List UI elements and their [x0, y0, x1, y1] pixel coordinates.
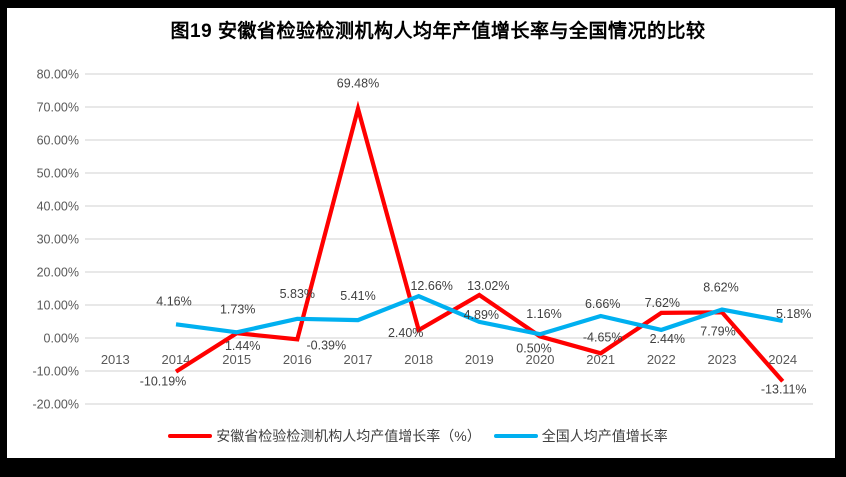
national-legend-line-swatch	[493, 433, 538, 439]
data-label: 4.89%	[464, 308, 499, 322]
data-label: -13.11%	[761, 382, 807, 396]
x-axis-year-label: 2022	[647, 352, 676, 367]
y-axis-tick-label: 20.00%	[37, 266, 79, 280]
data-label: 12.66%	[410, 279, 452, 293]
x-axis-year-label: 2014	[162, 352, 191, 367]
x-axis-year-label: 2013	[101, 352, 130, 367]
chart-legend: 安徽省检验检测机构人均产值增长率（%） 全国人均产值增长率	[0, 426, 836, 446]
x-axis-year-label: 2018	[404, 352, 433, 367]
legend-label-anhui: 安徽省检验检测机构人均产值增长率（%）	[216, 428, 481, 444]
x-axis-year-label: 2016	[283, 352, 312, 367]
x-axis-year-label: 2020	[526, 352, 555, 367]
y-axis-tick-label: 0.00%	[44, 332, 79, 346]
y-axis-tick-label: 60.00%	[37, 134, 79, 148]
data-label: -10.19%	[140, 375, 187, 389]
data-label: 5.41%	[340, 289, 375, 303]
chart-title: 图19 安徽省检验检测机构人均年产值增长率与全国情况的比较	[170, 21, 706, 42]
x-axis-year-label: 2021	[586, 352, 615, 367]
legend-item-national: 全国人均产值增长率	[493, 426, 668, 446]
data-label: 2.44%	[650, 332, 685, 346]
anhui-series-line	[174, 100, 785, 383]
anhui-legend-line-swatch	[168, 433, 213, 439]
data-label: 6.66%	[585, 297, 620, 311]
data-label: 69.48%	[337, 77, 379, 91]
y-axis-tick-label: 80.00%	[37, 68, 79, 82]
data-label: 4.16%	[156, 294, 191, 308]
legend-label-national: 全国人均产值增长率	[541, 428, 668, 444]
data-label: 7.62%	[645, 296, 680, 310]
data-label: 2.40%	[388, 326, 423, 340]
y-axis-tick-label: 30.00%	[37, 233, 79, 247]
national-series-line	[175, 293, 784, 337]
chart-canvas	[7, 8, 835, 458]
y-axis-tick-label: 50.00%	[37, 167, 79, 181]
data-label: 7.79%	[700, 324, 735, 338]
data-label: 1.73%	[220, 302, 255, 316]
y-axis-tick-label: 70.00%	[37, 101, 79, 115]
legend-item-anhui: 安徽省检验检测机构人均产值增长率（%）	[168, 426, 481, 446]
y-axis-tick-label: -10.00%	[32, 365, 79, 379]
data-label: -4.65%	[583, 330, 623, 344]
y-axis-tick-label: 40.00%	[37, 200, 79, 214]
data-label: 8.62%	[703, 281, 738, 295]
x-axis-year-label: 2019	[465, 352, 494, 367]
x-axis-year-label: 2024	[768, 352, 797, 367]
data-label: 1.44%	[225, 339, 260, 353]
y-axis-tick-label: 10.00%	[37, 299, 79, 313]
data-label: 1.16%	[526, 307, 561, 321]
data-label: 13.02%	[467, 279, 509, 293]
y-axis-tick-label: -20.00%	[32, 398, 79, 412]
x-axis-year-label: 2023	[708, 352, 737, 367]
data-label: 5.18%	[776, 307, 811, 321]
data-label: 0.50%	[516, 341, 551, 355]
x-axis-year-label: 2015	[222, 352, 251, 367]
data-label: -0.39%	[306, 338, 346, 352]
x-axis-year-label: 2017	[344, 352, 373, 367]
data-label: 5.83%	[280, 287, 315, 301]
